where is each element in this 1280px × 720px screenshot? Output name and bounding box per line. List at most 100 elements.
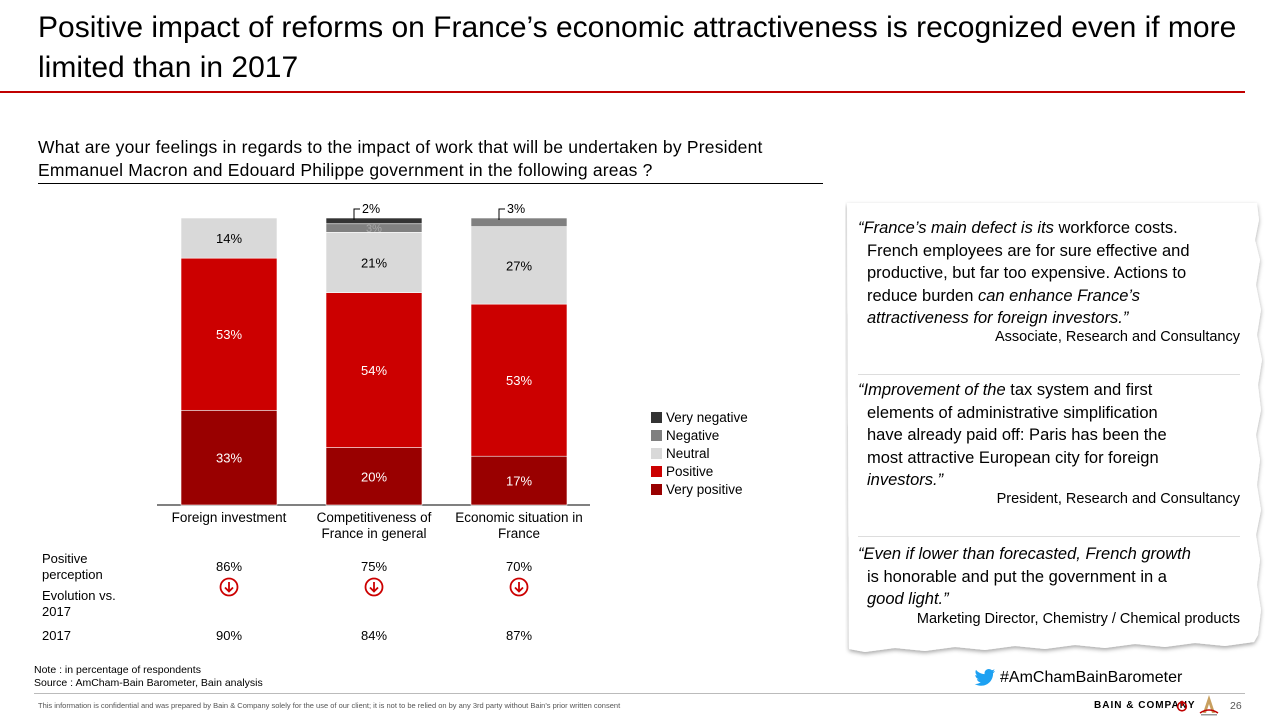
quote-line: attractiveness for foreign investors.”: [858, 307, 1190, 330]
quote-line: “Improvement of the tax system and first: [858, 379, 1167, 402]
bain-power-icon: [1176, 700, 1188, 712]
bar-data-label: 20%: [361, 469, 387, 484]
year-2017-value: 84%: [360, 628, 388, 643]
bar-data-label: 53%: [506, 373, 532, 388]
quote-line: investors.”: [858, 469, 1167, 492]
customer-quote: “France’s main defect is its workforce c…: [858, 217, 1190, 330]
quote-text: have already paid off: Paris has been th…: [867, 426, 1167, 444]
quote-line: is honorable and put the government in a: [858, 566, 1191, 589]
quote-text: tax system and first: [1010, 381, 1153, 399]
year-2017-value: 90%: [215, 628, 243, 643]
confidential-notice: This information is confidential and was…: [38, 701, 621, 710]
quote-text: can enhance France’s: [978, 286, 1141, 305]
title-divider: [0, 91, 1245, 93]
quote-text: attractiveness for foreign investors.”: [867, 309, 1129, 327]
bar-data-label: 53%: [216, 327, 242, 342]
customer-quote: “Even if lower than forecasted, French g…: [858, 543, 1191, 611]
page-title: Positive impact of reforms on France’s e…: [38, 11, 1237, 84]
down-arrow-circle-icon: [509, 577, 529, 597]
quote-line: most attractive European city for foreig…: [858, 447, 1167, 470]
note-text: Note : in percentage of respondents: [34, 664, 201, 676]
callout-data-label: 3%: [507, 202, 525, 216]
bar-data-label: 14%: [216, 231, 242, 246]
page-number: 26: [1230, 700, 1242, 712]
category-label: Competitiveness of: [317, 510, 432, 525]
bar-segment: [180, 409, 278, 506]
legend-swatch: [651, 447, 662, 459]
bar-segment: [470, 226, 568, 305]
callout-leader-line: [353, 208, 360, 220]
quote-line: good light.”: [858, 588, 1191, 611]
legend-label: Very positive: [666, 481, 743, 497]
question-underline: [38, 183, 823, 184]
bar-segment: [325, 292, 423, 448]
quote-attribution: Marketing Director, Chemistry / Chemical…: [916, 611, 1240, 627]
bar-data-label: 17%: [506, 474, 532, 489]
evolution-label: Evolution vs. 2017: [42, 588, 116, 619]
category-label: Foreign investment: [172, 510, 287, 525]
bar-segment: [325, 217, 423, 225]
amcham-logo-icon: [1199, 695, 1219, 716]
year-2017-value: 87%: [505, 628, 533, 643]
category-label: Economic situation in: [455, 510, 583, 525]
quote-text: elements of administrative simplificatio…: [867, 403, 1158, 422]
customer-quote: “Improvement of the tax system and first…: [858, 379, 1167, 492]
bar-data-label: 54%: [361, 363, 387, 378]
legend-swatch: [651, 411, 662, 423]
bar-segment: [470, 217, 568, 227]
legend-label: Neutral: [666, 445, 710, 461]
quote-text: is honorable and put the government in a: [867, 567, 1167, 586]
legend-label: Negative: [666, 427, 720, 443]
positive-perception-label: Positive perception: [42, 551, 103, 582]
callout-leader-line: [498, 208, 505, 220]
quote-text: “Improvement of the: [858, 381, 1011, 399]
year-label: 2017: [42, 628, 71, 643]
callout-data-label: 2%: [362, 202, 380, 216]
legend-item: Positive: [651, 462, 748, 480]
quote-text: investors.”: [867, 471, 944, 489]
survey-question: What are your feelings in regards to the…: [38, 137, 763, 180]
bar-data-label: 33%: [216, 451, 242, 466]
quote-attribution: Associate, Research and Consultancy: [994, 329, 1240, 345]
legend-label: Very negative: [666, 409, 748, 425]
quote-text: “Even if lower than forecasted, French g…: [858, 545, 1191, 563]
legend-swatch: [651, 429, 662, 441]
legend-item: Very negative: [651, 408, 748, 426]
footer-divider: [34, 693, 1245, 694]
quote-line: elements of administrative simplificatio…: [858, 402, 1167, 425]
source-text: Source : AmCham-Bain Barometer, Bain ana…: [34, 677, 263, 689]
legend-swatch: [651, 483, 662, 495]
bain-brand: BAIN & COMPANY: [1094, 700, 1196, 711]
chart-legend: Very negative Negative Neutral Positive Very…: [651, 408, 748, 498]
quote-separator: [858, 374, 1240, 375]
quote-separator: [858, 536, 1240, 537]
quote-text: workforce costs.: [1058, 219, 1178, 237]
legend-label: Positive: [666, 463, 714, 479]
quote-text: “France’s main defect is its: [858, 219, 1059, 237]
bar-data-label: 27%: [506, 258, 532, 273]
bar-segment: [180, 257, 278, 411]
hashtag-text: #AmChamBainBarometer: [1000, 669, 1183, 686]
chart-notes: Note : in percentage of respondents Sour…: [34, 664, 263, 690]
stacked-bar-chart: 33% 53% 14% Foreign investment 20% 54% 21% 3% 2%…: [157, 202, 590, 541]
quote-line: productive, but far too expensive. Actio…: [858, 262, 1190, 285]
category-label: France in general: [321, 526, 426, 541]
bar-segment: [325, 232, 423, 293]
quote-text: good light.”: [867, 590, 949, 608]
quote-line: “France’s main defect is its workforce c…: [858, 217, 1190, 240]
hashtag[interactable]: #AmChamBainBarometer: [974, 668, 1182, 688]
legend-item: Neutral: [651, 444, 748, 462]
quotes-panel: [847, 203, 1262, 652]
bar-segment: [470, 455, 568, 506]
quote-text: French employees are for sure effective …: [867, 241, 1190, 260]
quote-text: reduce burden: [867, 286, 978, 305]
legend-item: Negative: [651, 426, 748, 444]
twitter-bird-icon: [974, 669, 996, 686]
positive-perception-value: 75%: [360, 559, 388, 574]
quote-line: have already paid off: Paris has been th…: [858, 424, 1167, 447]
quote-text: productive, but far too expensive. Actio…: [867, 264, 1187, 282]
positive-perception-value: 86%: [215, 559, 243, 574]
legend-swatch: [651, 465, 662, 477]
bar-data-label: 21%: [361, 255, 387, 270]
down-arrow-circle-icon: [219, 577, 239, 597]
